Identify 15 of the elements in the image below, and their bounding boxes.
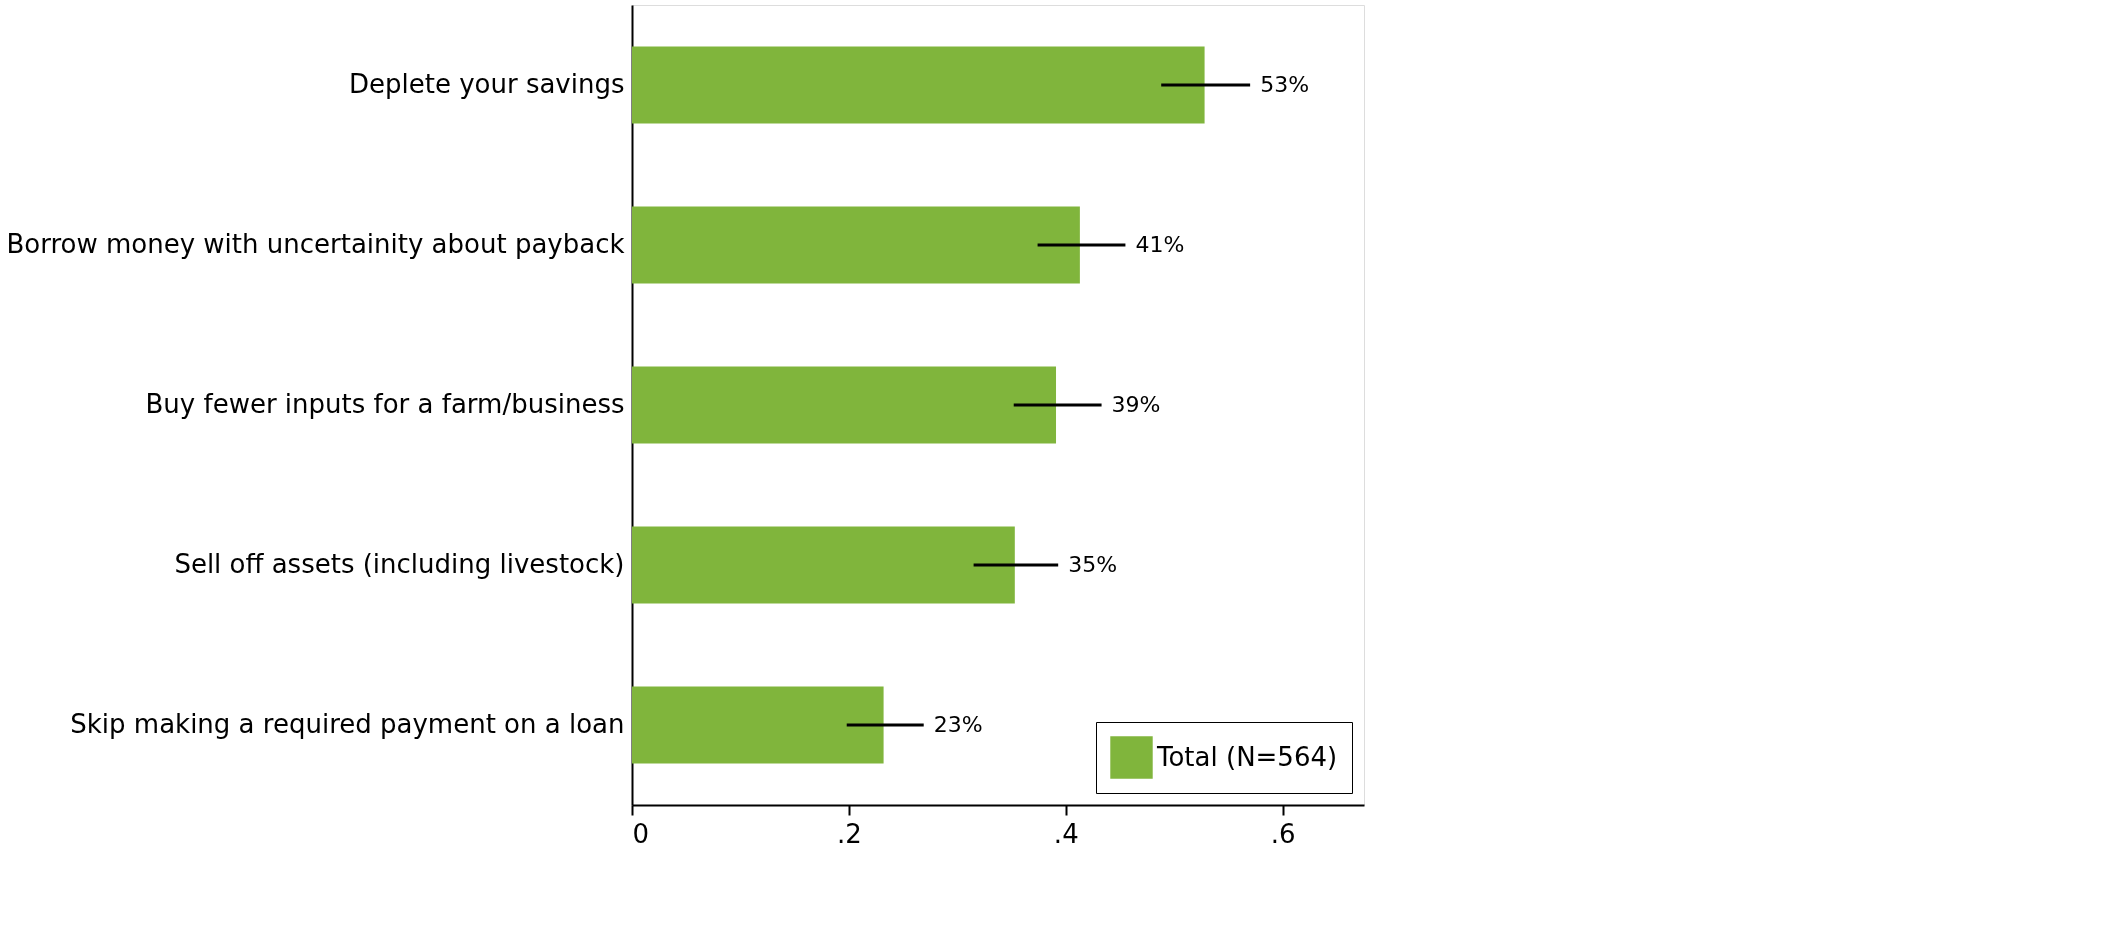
x-tick-label: .2 [836,818,862,849]
data-label: 53% [1260,72,1310,97]
data-label: 23% [933,712,983,737]
y-tick-label: Sell off assets (including livestock) [174,549,625,579]
x-tick-label: .4 [1053,818,1079,849]
data-label: 35% [1068,552,1118,577]
y-tick-label: Buy fewer inputs for a farm/business [145,389,625,419]
data-label: 39% [1111,392,1161,417]
y-tick-label: Borrow money with uncertainity about payback [6,229,625,259]
y-tick-label: Skip making a required payment on a loan [70,709,625,739]
y-tick-label: Deplete your savings [348,69,625,99]
x-tick-label: 0 [632,818,650,849]
legend-label: Total (N=564) [1156,741,1338,772]
data-label: 41% [1135,232,1185,257]
x-tick-label: .6 [1270,818,1296,849]
